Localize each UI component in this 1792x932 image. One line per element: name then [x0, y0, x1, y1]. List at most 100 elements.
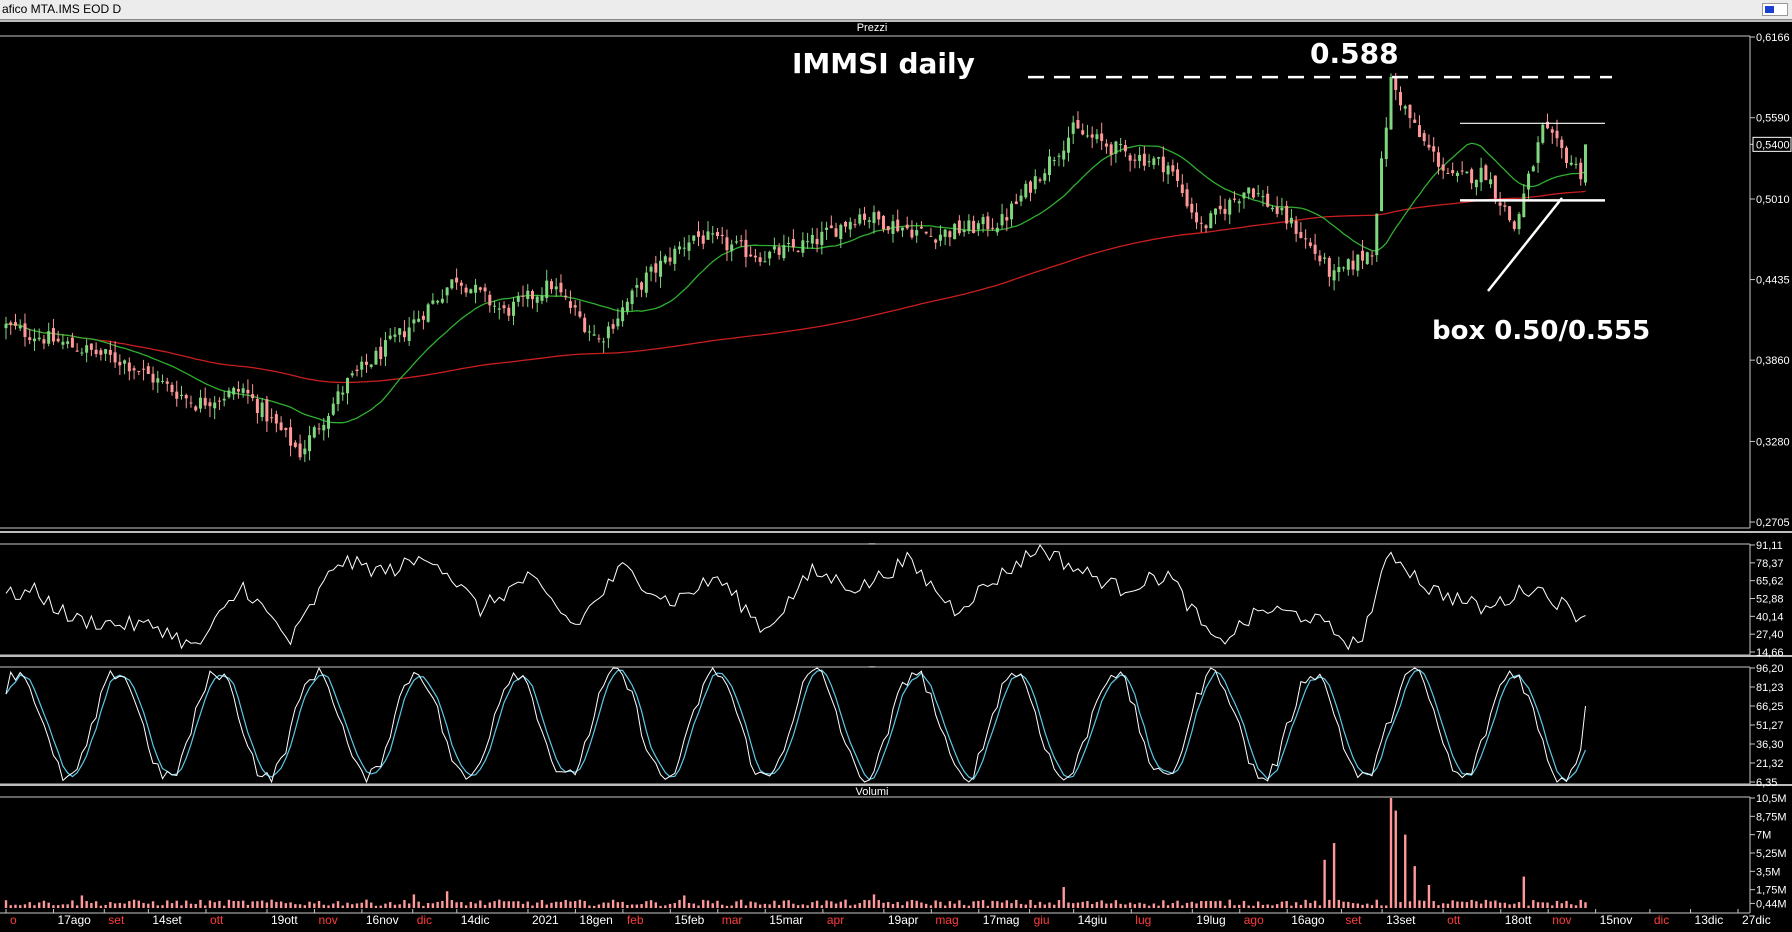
volume-bar: [1010, 903, 1013, 908]
candle-body: [1005, 217, 1009, 221]
candle-body: [1176, 169, 1180, 181]
volume-bar: [1204, 901, 1208, 908]
volume-bar: [327, 905, 330, 908]
volume-bar: [218, 900, 221, 908]
candle-body: [1327, 257, 1331, 277]
candle-body: [1413, 119, 1417, 123]
window-restore-icon[interactable]: [1762, 3, 1788, 16]
candle-body: [1389, 77, 1393, 130]
volume-bar: [493, 901, 496, 908]
volume-bar: [1494, 900, 1497, 908]
volume-bar: [668, 903, 672, 908]
volume-bar: [725, 905, 729, 908]
volume-bar: [1072, 903, 1075, 908]
candle-body: [213, 402, 217, 409]
candle-body: [1190, 203, 1194, 213]
candle-body: [1133, 159, 1137, 161]
price-axis-tick-label: 0,2705: [1756, 517, 1790, 529]
candle-body: [1550, 129, 1554, 133]
candle-body: [787, 242, 791, 244]
volume-bar: [450, 900, 454, 908]
volume-bar: [161, 905, 164, 908]
candle-body: [592, 334, 596, 336]
volume-bar: [204, 905, 207, 908]
candle-body: [673, 248, 677, 264]
window-title: afico MTA.IMS EOD D: [2, 2, 122, 16]
candle-body: [606, 326, 610, 339]
candle-body: [350, 373, 354, 376]
candle-body: [1574, 163, 1578, 165]
candle-body: [61, 341, 65, 345]
volume-bar: [863, 899, 866, 908]
candle-body: [967, 220, 971, 232]
candle-body: [42, 339, 46, 344]
candle-body: [70, 337, 74, 348]
volume-bar: [972, 901, 975, 908]
volume-bar: [1090, 904, 1094, 908]
volume-bar: [75, 905, 79, 908]
candle-body: [753, 255, 757, 258]
volume-bar: [1095, 901, 1099, 908]
date-label: 15nov: [1600, 913, 1633, 927]
candle-body: [379, 346, 383, 360]
candle-body: [554, 286, 558, 290]
date-label: feb: [627, 913, 644, 927]
volume-bar: [1043, 904, 1046, 908]
volume-bar: [28, 902, 31, 908]
volume-bar: [393, 904, 397, 908]
date-label: 19lug: [1196, 913, 1225, 927]
candle-body: [910, 229, 914, 238]
candle-body: [1223, 208, 1227, 214]
volume-bar: [208, 900, 212, 908]
volume-bar: [109, 902, 112, 908]
price-axis-tick-label: 0,6166: [1756, 32, 1790, 44]
candle-body: [853, 224, 857, 226]
candle-body: [497, 308, 501, 310]
candle-body: [1365, 252, 1369, 265]
volume-bar: [237, 901, 240, 908]
candle-body: [450, 279, 454, 289]
volume-bar: [336, 901, 340, 908]
volume-bar: [877, 900, 880, 908]
price-axis-tick-label: 0,4435: [1756, 275, 1790, 287]
volume-bar: [626, 904, 629, 908]
volume-bar: [739, 899, 743, 908]
candle-body: [1299, 232, 1303, 239]
candle-body: [597, 338, 601, 340]
candle-body: [1247, 187, 1251, 194]
candle-body: [616, 318, 620, 327]
ind2-axis-tick-label: 51,27: [1756, 720, 1784, 732]
volume-bar: [915, 900, 918, 908]
candle-body: [502, 305, 506, 309]
volume-bar: [42, 900, 46, 908]
volume-bar: [1418, 900, 1421, 908]
volume-bar: [1219, 900, 1222, 908]
volume-bar: [317, 900, 321, 908]
candle-body: [744, 239, 748, 257]
volume-bar: [1266, 904, 1269, 908]
candle-body: [725, 237, 729, 251]
candle-body: [488, 294, 492, 306]
volume-bar: [1347, 901, 1350, 908]
candle-body: [1422, 133, 1426, 142]
volume-bar: [1484, 899, 1488, 908]
ma-short-layer: [5, 142, 1586, 424]
volume-bar: [1332, 843, 1336, 908]
volume-bar: [1337, 899, 1341, 908]
candle-body: [47, 331, 51, 344]
volume-bar: [849, 905, 852, 908]
volume-bar: [279, 901, 283, 908]
volume-bar: [1551, 905, 1554, 908]
volume-bar: [578, 899, 582, 908]
candle-body: [1289, 217, 1293, 224]
candle-body: [232, 387, 236, 395]
volume-bar: [1138, 902, 1141, 908]
candle-body: [905, 224, 909, 229]
volume-bar: [232, 901, 235, 908]
candle-body: [1380, 158, 1384, 212]
date-label: mag: [935, 913, 958, 927]
volume-bar: [792, 903, 795, 908]
candle-body: [1479, 167, 1483, 183]
candle-body: [1579, 162, 1583, 180]
